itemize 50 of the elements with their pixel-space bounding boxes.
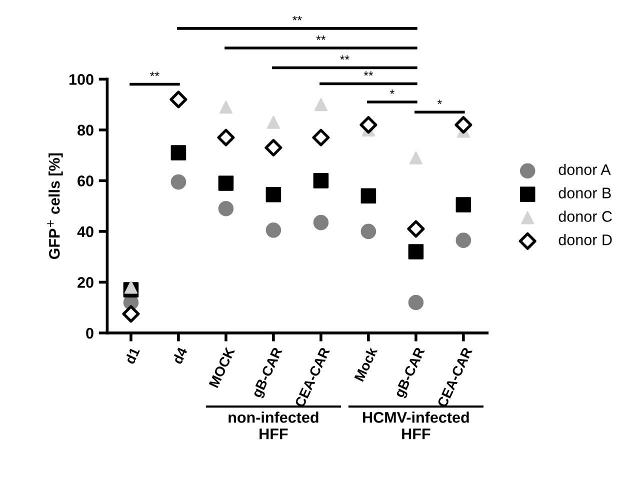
- text: **: [292, 16, 302, 20]
- legend-label: donor B: [558, 187, 611, 198]
- y-tick-label: 80: [78, 124, 94, 136]
- point: [170, 90, 188, 108]
- point: [313, 173, 329, 188]
- point: [454, 116, 472, 134]
- legend-label: donor C: [558, 210, 612, 222]
- point: [360, 188, 376, 204]
- text: **: [316, 36, 326, 40]
- x-tick-label: d1: [124, 346, 140, 365]
- point: [408, 294, 424, 310]
- text: HCMV-infected HFF: [363, 412, 469, 440]
- point: [360, 116, 378, 134]
- point: [218, 200, 234, 216]
- text: **: [150, 72, 160, 76]
- x-tick-label: d4: [172, 346, 188, 365]
- annotation: *: [437, 100, 442, 104]
- point: [314, 98, 328, 112]
- text: **: [364, 71, 374, 76]
- point: [122, 305, 140, 323]
- y-tick-label: 0: [86, 328, 94, 339]
- point: [456, 197, 472, 212]
- point: [312, 128, 330, 146]
- point: [264, 138, 282, 156]
- text: non-infected HFF: [228, 412, 318, 440]
- y-tick-label: 40: [77, 226, 94, 238]
- y-axis-title: GFP$^{+}$ cells [%]: [47, 153, 63, 260]
- point: [360, 224, 376, 240]
- point: [124, 280, 138, 294]
- y-tick-label: 20: [78, 277, 94, 288]
- point: [313, 214, 329, 230]
- y-tick-label: 60: [78, 176, 94, 186]
- point: [217, 128, 235, 146]
- annotation: *: [390, 90, 394, 94]
- point: [456, 232, 472, 248]
- point: [409, 151, 422, 164]
- x-tick-label: Mock: [354, 346, 378, 382]
- point: [218, 176, 234, 191]
- point: [407, 220, 425, 238]
- point: [266, 222, 282, 238]
- point: [266, 187, 282, 202]
- point: [266, 116, 280, 129]
- text: **: [340, 55, 350, 60]
- point: [219, 100, 232, 114]
- point: [170, 145, 186, 160]
- legend-label: donor A: [558, 164, 611, 176]
- legend-label: donor D: [558, 234, 612, 246]
- point: [408, 244, 424, 260]
- y-tick-label: 100: [69, 74, 94, 85]
- point: [170, 174, 186, 190]
